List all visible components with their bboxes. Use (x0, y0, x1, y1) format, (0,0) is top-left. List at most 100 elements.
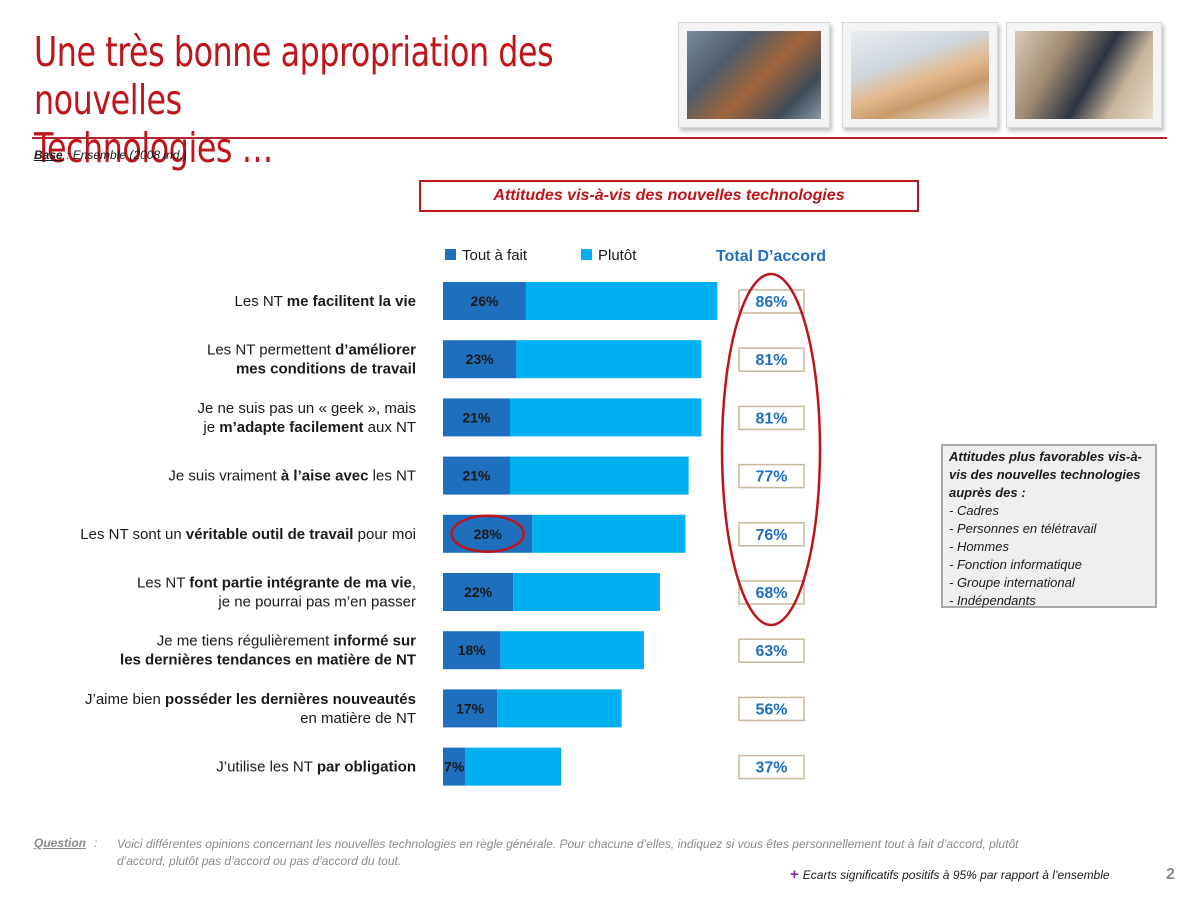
legend-label-tout-a-fait: Tout à fait (462, 247, 528, 264)
category-label-part: Les NT (235, 293, 287, 310)
page-title-line1: Une très bonne appropriation des nouvell… (34, 28, 554, 124)
category-label-part: pour moi (353, 526, 416, 543)
bar-tout-a-fait (443, 456, 510, 495)
bar-plutot (509, 456, 689, 495)
total-value: 81% (755, 410, 787, 427)
category-label-part: je ne pourrai pas m’en passer (217, 594, 416, 611)
category-label: J’utilise les NT par obligation (216, 759, 416, 776)
category-label-part: Je suis vraiment (168, 468, 281, 485)
question-text: Voici différentes opinions concernant le… (117, 837, 1019, 868)
plus-icon: + (790, 866, 799, 883)
bar-tout-a-fait (443, 747, 466, 786)
highlight-circle (450, 514, 525, 554)
legend-swatch-plutot (581, 249, 592, 260)
category-label-part: Je me tiens régulièrement (157, 633, 334, 650)
total-box (738, 580, 805, 605)
category-label: Je suis vraiment à l’aise avec les NT (168, 468, 416, 485)
total-box (738, 522, 805, 547)
significance-note: + Ecarts significatifs positifs à 95% par… (790, 866, 1110, 883)
category-label: je m’adapte facilement aux NT (202, 419, 416, 436)
category-label: J’aime bien posséder les dernières nouve… (85, 691, 416, 708)
bar-plutot (500, 631, 644, 670)
category-label-part: Je ne suis pas un « geek », mais (198, 400, 416, 417)
bar-plutot (513, 573, 660, 611)
total-box (738, 405, 805, 431)
category-label-part: font partie intégrante de ma vie (189, 575, 412, 592)
base-text: : Ensemble (2008 ind.) (62, 148, 187, 162)
category-label-part: J’utilise les NT (216, 759, 317, 776)
bar-plutot (497, 689, 622, 728)
photo-worker-on-phone (678, 22, 830, 128)
category-label-part: en matière de NT (300, 710, 416, 727)
total-header: Total D’accord (716, 248, 826, 265)
category-label: les dernières tendances en matière de NT (120, 652, 416, 669)
bar-tout-a-fait (443, 689, 498, 728)
bar-data-label: 21% (462, 409, 491, 425)
photo-stressed-woman (842, 22, 998, 128)
category-label-part: véritable outil de travail (186, 526, 354, 543)
legend-swatch-tout-a-fait (445, 249, 456, 260)
significance-note-text: Ecarts significatifs positifs à 95% par … (802, 868, 1110, 882)
bar-data-label: 22% (464, 584, 493, 600)
category-label-part: me facilitent la vie (287, 293, 416, 310)
category-label: je ne pourrai pas m’en passer (217, 594, 416, 611)
favorable-group-item: - Cadres (949, 503, 999, 518)
question-label: Question (34, 836, 87, 850)
totals-highlight-ellipse (720, 272, 822, 627)
title-divider (32, 137, 1167, 139)
category-label-part: à l’aise avec (281, 468, 369, 485)
bar-data-label: 18% (458, 642, 487, 658)
category-label-part: Les NT sont un (80, 526, 186, 543)
bar-tout-a-fait (443, 398, 510, 437)
bar-tout-a-fait (443, 573, 514, 611)
total-value: 37% (755, 760, 787, 777)
favorable-group-item: - Groupe international (949, 575, 1075, 590)
category-label-part: , (412, 575, 416, 592)
chart-title: Attitudes vis-à-vis des nouvelles techno… (419, 180, 919, 212)
total-value: 77% (755, 469, 787, 486)
total-box (738, 463, 805, 489)
photo-man-with-laptop (1006, 22, 1162, 128)
category-label-part: Les NT permettent (207, 342, 335, 359)
bar-tout-a-fait (443, 282, 526, 320)
category-label-part: Les NT (137, 575, 189, 592)
category-label: Les NT font partie intégrante de ma vie, (137, 575, 416, 592)
bar-plutot (532, 514, 686, 553)
total-box (738, 754, 805, 780)
category-label-part: J’aime bien (85, 691, 165, 708)
category-label-part: par obligation (317, 759, 416, 776)
base-note: Base : Ensemble (2008 ind.) (34, 148, 187, 162)
favorable-group-item: - Hommes (949, 539, 1009, 554)
total-box (738, 638, 805, 663)
favorable-group-item: - Personnes en télétravail (949, 521, 1097, 536)
favorable-groups-box: Attitudes plus favorables vis-à-vis des … (941, 444, 1157, 608)
bar-data-label: 28% (474, 526, 503, 542)
bar-tout-a-fait (443, 514, 533, 553)
category-label: Je me tiens régulièrement informé sur (157, 633, 416, 650)
category-label-part: aux NT (363, 419, 416, 436)
legend-label-plutot: Plutôt (598, 247, 637, 264)
bar-data-label: 26% (470, 293, 499, 309)
bar-data-label: 17% (456, 700, 485, 716)
category-label: Les NT sont un véritable outil de travai… (80, 526, 416, 543)
bar-plutot (516, 340, 702, 379)
page-title-line2: Technologies … (34, 124, 273, 172)
total-value: 68% (755, 585, 787, 602)
total-value: 86% (755, 294, 787, 311)
category-label-part: mes conditions de travail (236, 361, 416, 378)
category-label-part: m’adapte facilement (219, 419, 363, 436)
bar-tout-a-fait (443, 631, 501, 670)
total-value: 63% (755, 643, 787, 660)
bar-plutot (525, 282, 718, 320)
category-label-part: d’améliorer (335, 342, 416, 359)
favorable-group-item: - Fonction informatique (949, 557, 1082, 572)
total-box (738, 347, 805, 372)
total-value: 56% (755, 701, 787, 718)
total-value: 81% (755, 352, 787, 369)
category-label-part: les NT (368, 468, 416, 485)
category-label: Les NT me facilitent la vie (235, 293, 416, 310)
bar-tout-a-fait (443, 340, 517, 379)
favorable-groups-heading: Attitudes plus favorables vis-à-vis des … (949, 449, 1142, 500)
favorable-group-item: - Indépendants (949, 593, 1036, 608)
